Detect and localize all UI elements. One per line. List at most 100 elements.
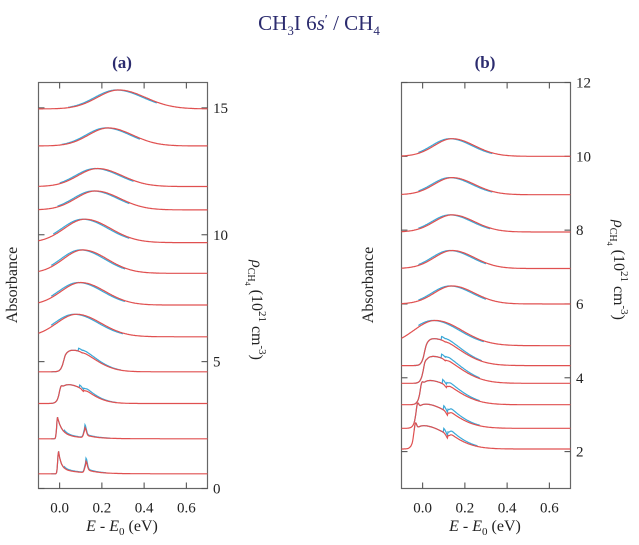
trace [401,249,571,270]
experiment-line [57,190,130,207]
x-tick-label: 0.0 [413,501,432,517]
units-exp: -3 [618,305,630,315]
rho-subscript2: 4 [605,242,614,246]
fit-line [401,422,571,450]
rho-subscript: CH [607,228,618,242]
trace [38,281,208,306]
fit-line [38,167,208,188]
trace [38,347,208,373]
y-tick-label: 6 [576,297,584,313]
trace [401,353,571,384]
fit-line [401,379,571,406]
y-ticks-right: 2 4 6 8 10 12 [401,76,591,461]
panel-a: (a) 0.0 0.2 0.4 0.6 0 5 10 15 Absorbance E - E… [4,53,268,538]
y-ticks-right: 0 5 10 15 [38,101,228,498]
title-subscript: 3 [287,23,294,38]
title-part: / CH [328,11,374,35]
experiment-line [418,319,485,343]
title-part: I 6 [294,11,317,35]
y-tick-label: 12 [576,76,591,92]
panel-b: (b) 0.0 0.2 0.4 0.6 2 4 6 8 10 12 Absorbance E -… [360,53,630,538]
x-label-part: - [96,518,109,535]
fit-line [38,417,208,440]
trace [38,451,208,475]
traces [401,138,571,450]
fit-line [38,349,208,373]
trace [38,167,208,188]
trace [38,190,208,211]
trace [401,422,571,450]
units-part: cm [610,282,627,306]
plot-frame [37,81,209,490]
fit-line [401,138,571,157]
rho-subscript2: 4 [243,282,252,286]
rho-symbol: ρ [610,219,627,228]
plot-frame [400,81,572,490]
fit-line [401,214,571,233]
trace [38,313,208,338]
x-label-part: E [471,518,482,535]
fit-line [38,384,208,405]
y-tick-label: 4 [576,371,584,387]
traces [38,89,208,475]
trace [401,378,571,406]
units-part: (10 [248,286,265,311]
y-tick-label: 8 [576,223,584,239]
x-tick-label: 0.4 [498,501,517,517]
trace [38,384,208,405]
fit-line [401,177,571,196]
title-prime: ′ [325,13,328,28]
units-exp: 21 [256,311,268,322]
experiment-line [418,177,493,193]
rho-subscript: CH [245,268,256,282]
y-tick-label: 10 [213,228,228,244]
trace [401,138,571,157]
trace [401,402,571,429]
title-italic: s [317,11,325,35]
x-ticks: 0.0 0.2 0.4 0.6 [413,82,559,517]
x-tick-label: 0.2 [93,501,112,517]
fit-line [38,218,208,244]
x-axis-label: E - E0 (eV) [85,518,158,538]
fit-line [38,127,208,147]
title-part: CH [258,11,287,35]
trace [401,177,571,196]
x-ticks: 0.0 0.2 0.4 0.6 [50,82,196,517]
experiment-line [61,127,141,145]
trace [38,218,208,244]
y-tick-label: 15 [213,101,228,117]
x-tick-label: 0.0 [50,501,69,517]
trace [38,127,208,147]
y-axis-label-left: Absorbance [4,247,21,323]
experiment-line [418,285,487,301]
units-exp: 21 [618,271,630,282]
figure-title: CH3I 6s′ / CH4 [258,11,380,38]
experiment-line [51,417,111,440]
experiment-line [50,281,126,303]
trace [38,249,208,274]
panel-label: (b) [475,53,496,72]
experiment-line [418,214,491,230]
y-axis-label-right: ρCH4 (1021 cm-3) [243,259,268,360]
panel-label: (a) [112,53,132,72]
fit-line [401,355,571,384]
y-axis-label-left: Absorbance [360,247,377,323]
fit-line [401,319,571,347]
rho-symbol: ρ [248,259,265,268]
x-tick-label: 0.6 [540,501,559,517]
trace [401,335,571,367]
experiment-line [50,313,124,335]
x-tick-label: 0.4 [135,501,154,517]
y-tick-label: 5 [213,355,221,371]
x-tick-label: 0.6 [177,501,196,517]
trace [401,285,571,305]
experiment-line [418,249,487,266]
x-tick-label: 0.2 [456,501,475,517]
trace [38,89,208,110]
fit-line [38,89,208,110]
fit-line [38,281,208,306]
y-axis-label-right: ρCH4 (1021 cm-3) [605,219,630,320]
x-label-part: E [448,518,459,535]
x-label-part: (eV) [488,518,521,535]
